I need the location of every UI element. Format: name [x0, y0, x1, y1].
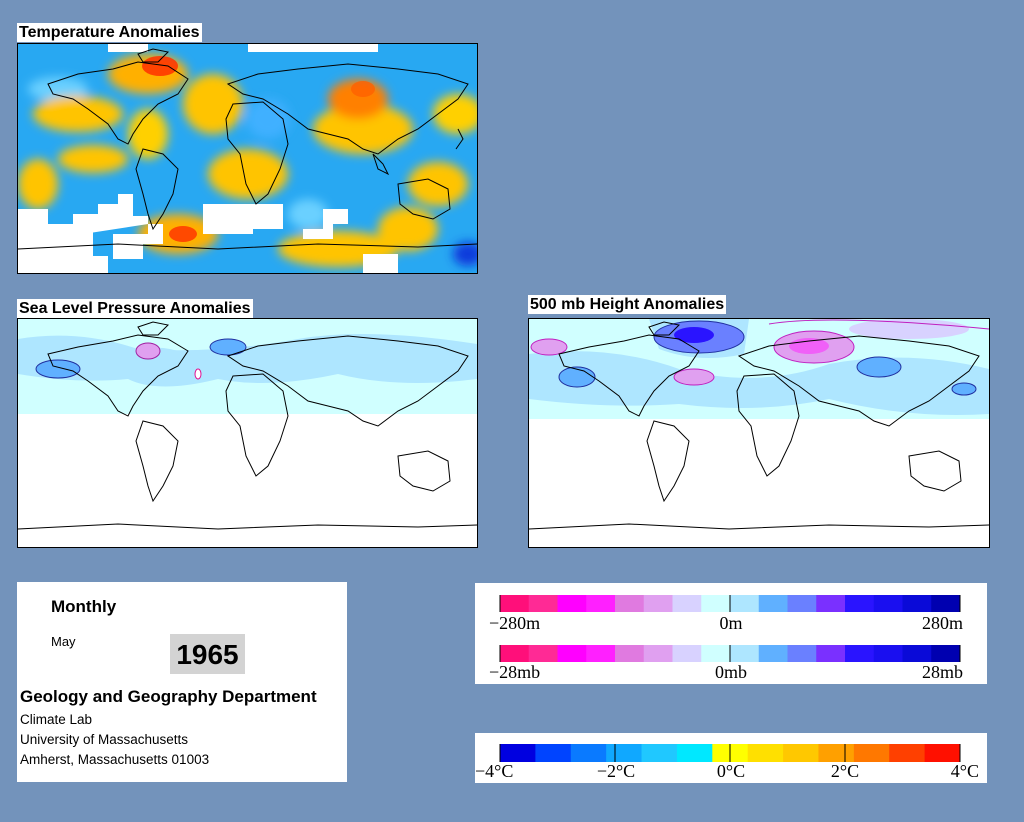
legend-swatch	[758, 645, 788, 662]
legend-swatch	[889, 744, 926, 762]
legend-swatch	[818, 744, 855, 762]
temp-label-minus2: −2°C	[597, 761, 635, 781]
legend-swatch	[816, 645, 846, 662]
legend-swatch	[676, 744, 713, 762]
period-label: Monthly	[51, 597, 117, 616]
temperature-panel-title: Temperature Anomalies	[17, 23, 202, 42]
legend-swatch	[643, 595, 673, 612]
legend-swatch	[902, 595, 932, 612]
legend-swatch	[747, 744, 784, 762]
legend-swatch	[528, 595, 558, 612]
height-color-bar	[499, 595, 961, 612]
address-line: Amherst, Massachusetts 01003	[20, 752, 210, 767]
lab-name: Climate Lab	[20, 712, 93, 727]
legend-swatch	[643, 645, 673, 662]
university-name: University of Massachusetts	[20, 732, 189, 747]
pressure-color-bar	[499, 645, 961, 662]
temp-label-plus2: 2°C	[831, 761, 859, 781]
legend-swatch	[500, 595, 530, 612]
height-pressure-legend: −280m 0m 280m −28mb 0mb 28mb	[475, 583, 987, 684]
pressure-label-zero: 0mb	[715, 662, 747, 682]
legend-swatch	[641, 744, 678, 762]
legend-swatch	[701, 645, 731, 662]
legend-swatch	[730, 645, 760, 662]
year-label: 1965	[170, 634, 245, 674]
legend-swatch	[924, 744, 961, 762]
temp-label-plus4: 4°C	[951, 761, 979, 781]
legend-swatch	[570, 744, 607, 762]
legend-swatch	[586, 595, 616, 612]
legend-swatch	[557, 645, 587, 662]
legend-swatch	[672, 645, 702, 662]
height-label-zero: 0m	[719, 613, 742, 633]
legend-swatch	[528, 645, 558, 662]
temp-label-minus4: −4°C	[475, 761, 513, 781]
legend-swatch	[853, 744, 890, 762]
temperature-anomaly-map	[17, 43, 478, 274]
legend-swatch	[758, 595, 788, 612]
legend-swatch	[672, 595, 702, 612]
legend-swatch	[701, 595, 731, 612]
info-box: Monthly May 1965 Geology and Geography D…	[17, 582, 347, 782]
legend-swatch	[730, 595, 760, 612]
legend-swatch	[500, 744, 536, 762]
legend-swatch	[845, 645, 875, 662]
legend-swatch	[873, 595, 903, 612]
legend-swatch	[586, 645, 616, 662]
slp-anomaly-map	[17, 318, 478, 548]
pressure-label-max: 28mb	[922, 662, 963, 682]
legend-swatch	[615, 645, 645, 662]
legend-swatch	[845, 595, 875, 612]
legend-swatch	[787, 645, 817, 662]
temperature-color-bar	[499, 744, 961, 762]
pressure-label-min: −28mb	[489, 662, 540, 682]
legend-swatch	[535, 744, 572, 762]
temperature-legend: −4°C −2°C 0°C 2°C 4°C	[475, 733, 987, 783]
legend-swatch	[787, 595, 817, 612]
temp-label-zero: 0°C	[717, 761, 745, 781]
month-label: May	[51, 634, 76, 649]
department-name: Geology and Geography Department	[20, 687, 317, 706]
legend-swatch	[902, 645, 932, 662]
legend-swatch	[557, 595, 587, 612]
legend-swatch	[615, 595, 645, 612]
legend-swatch	[931, 595, 961, 612]
slp-panel-title: Sea Level Pressure Anomalies	[17, 299, 253, 318]
height-panel-title: 500 mb Height Anomalies	[528, 295, 727, 314]
height-anomaly-map	[528, 318, 990, 548]
legend-swatch	[783, 744, 819, 762]
legend-swatch	[931, 645, 961, 662]
height-label-max: 280m	[922, 613, 963, 633]
legend-swatch	[816, 595, 846, 612]
height-label-min: −280m	[489, 613, 540, 633]
legend-swatch	[873, 645, 903, 662]
legend-swatch	[500, 645, 530, 662]
legend-swatch	[606, 744, 643, 762]
